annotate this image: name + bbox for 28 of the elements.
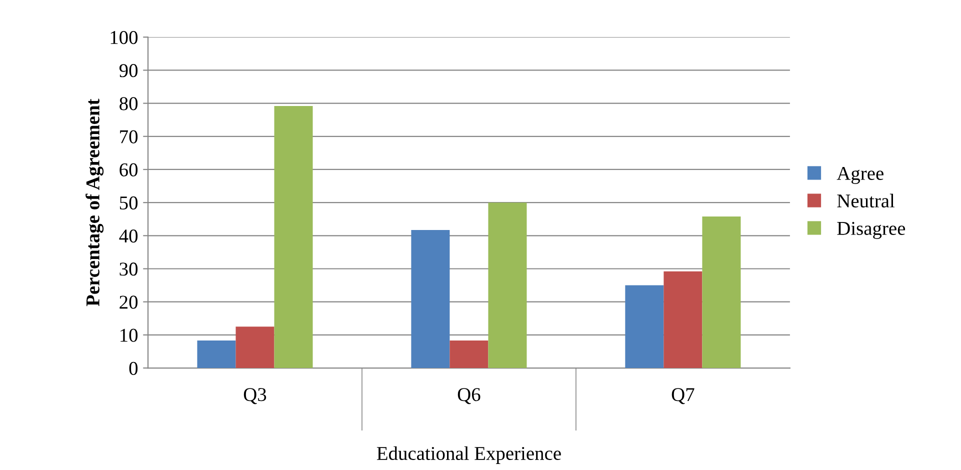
y-tick-label: 90 (119, 64, 138, 78)
x-tick-label: Q3 (244, 388, 266, 404)
bar (274, 106, 313, 368)
bar (411, 230, 450, 368)
y-tick-label: 10 (120, 328, 138, 342)
bar (488, 202, 527, 368)
bar (702, 216, 741, 368)
x-tick-label: Q6 (458, 388, 480, 404)
y-tick-label: 50 (120, 196, 138, 210)
bar (197, 340, 236, 368)
x-tick-label: Q7 (672, 388, 694, 404)
y-axis-title: Percentage of Agreement (86, 98, 104, 306)
y-tick-label: 40 (119, 229, 138, 243)
y-tick-label: 20 (120, 296, 138, 309)
y-tick-label: 80 (120, 97, 138, 110)
y-tick-label: 100 (110, 30, 138, 44)
y-tick-label: 60 (120, 163, 138, 176)
bar (625, 285, 664, 368)
legend-label: Disagree (837, 222, 906, 239)
legend-label: Agree (836, 166, 884, 184)
bar (450, 340, 488, 368)
legend-label: Neutral (837, 194, 895, 208)
y-tick-label: 70 (120, 130, 138, 144)
bar (236, 326, 274, 368)
y-tick-label: 0 (129, 362, 138, 375)
bar (664, 271, 702, 368)
y-tick-label: 30 (120, 262, 138, 276)
x-axis-title: Educational Experience (376, 446, 561, 464)
